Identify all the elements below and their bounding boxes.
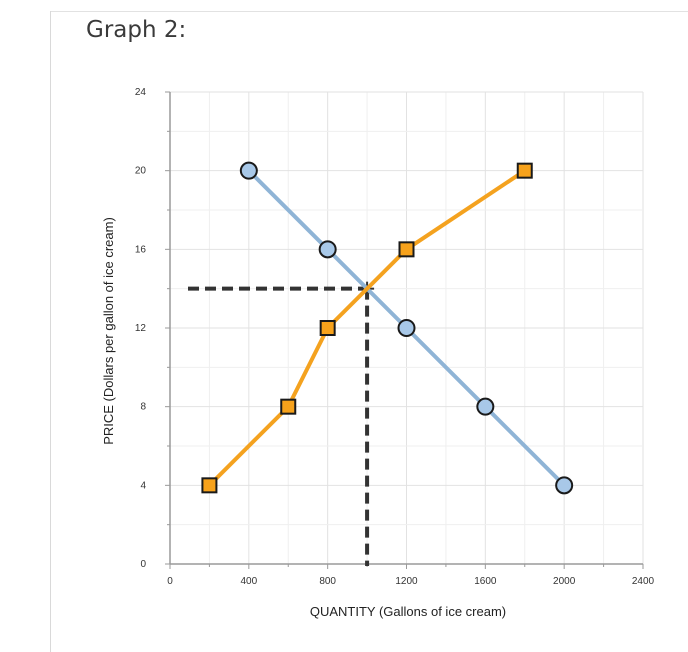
square-point [516,162,533,179]
graph-heading: Graph 2: [86,17,187,43]
x-tick-label: 0 [167,576,173,587]
x-tick-label: 1600 [474,576,497,587]
circle-point [318,240,337,259]
y-tick-label: 16 [135,244,147,255]
y-tick-label: 8 [140,402,146,413]
equilibrium-guides [188,281,375,566]
circle-point [397,319,416,337]
square-point [398,241,415,258]
circle-point [555,476,574,495]
y-tick-label: 20 [135,166,147,177]
axes [165,91,644,569]
x-axis-title: QUANTITY (Gallons of ice cream) [310,604,506,619]
square-point [280,398,297,415]
y-tick-label: 0 [140,559,146,570]
circle-point [476,397,495,416]
x-tick-label: 2000 [553,576,576,587]
square-point [319,320,336,336]
x-tick-label: 800 [319,576,336,587]
tick-labels: 0 400 800 1200 1600 2000 2400 0 4 8 12 16 20 24 [135,87,655,587]
x-tick-label: 2400 [632,576,655,587]
y-tick-label: 24 [135,87,147,98]
square-point [201,477,218,494]
top-divider [50,11,688,12]
circle-point [239,161,258,180]
x-tick-label: 400 [240,576,257,587]
y-tick-label: 12 [135,323,147,334]
y-axis-title: PRICE (Dollars per gallon of ice cream) [101,217,116,445]
y-tick-label: 4 [140,480,146,491]
left-divider [50,11,51,652]
x-tick-label: 1200 [395,576,418,587]
series [201,161,574,495]
